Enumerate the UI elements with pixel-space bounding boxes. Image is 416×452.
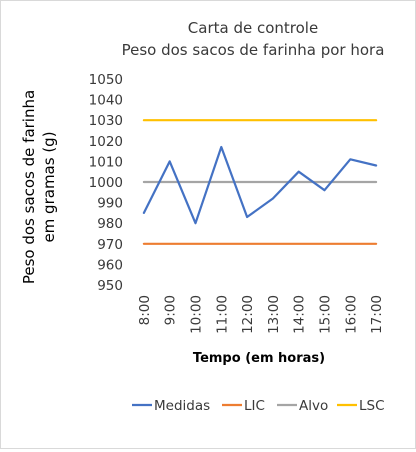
chart-title: Carta de controle [188, 19, 318, 37]
x-tick-label: 8:00 [137, 295, 153, 325]
x-tick-label: 10:00 [189, 295, 205, 334]
x-axis-ticks: 8:00 9:00 10:00 11:00 12:00 13:00 14:00 15:00 16… [137, 295, 385, 334]
y-tick-label: 1020 [89, 134, 123, 150]
legend-label: LIC [244, 398, 265, 414]
series-line-medidas [142, 145, 378, 225]
legend: Medidas LIC Alvo LSC [132, 398, 385, 414]
x-tick-label: 13:00 [266, 295, 282, 334]
y-tick-label: 960 [97, 257, 123, 273]
chart-subtitle: Peso dos sacos de farinha por hora [122, 41, 385, 59]
y-tick-label: 1050 [89, 72, 123, 88]
legend-label: Alvo [299, 398, 328, 414]
x-tick-label: 16:00 [343, 295, 359, 334]
y-axis-label-line2: em gramas (g) [40, 131, 58, 242]
y-tick-label: 1040 [89, 93, 123, 109]
y-axis-ticks: 950 960 970 980 990 1000 1010 1020 1030 1040 1050 [89, 72, 123, 294]
x-axis-label: Tempo (em horas) [193, 351, 325, 366]
x-tick-label: 9:00 [163, 295, 179, 325]
y-axis-label-line1: Peso dos sacos de farinha [20, 90, 38, 284]
x-tick-label: 14:00 [292, 295, 308, 334]
x-tick-label: 15:00 [318, 295, 334, 334]
legend-label: Medidas [154, 398, 210, 414]
x-tick-label: 11:00 [214, 295, 230, 334]
x-tick-label: 17:00 [369, 295, 385, 334]
y-tick-label: 970 [97, 237, 123, 253]
x-tick-label: 12:00 [240, 295, 256, 334]
y-tick-label: 1000 [89, 175, 123, 191]
series-layer [142, 119, 378, 245]
y-tick-label: 1010 [89, 154, 123, 170]
y-tick-label: 950 [97, 278, 123, 294]
legend-label: LSC [359, 398, 385, 414]
y-tick-label: 980 [97, 216, 123, 232]
y-tick-label: 1030 [89, 113, 123, 129]
y-tick-label: 990 [97, 196, 123, 212]
